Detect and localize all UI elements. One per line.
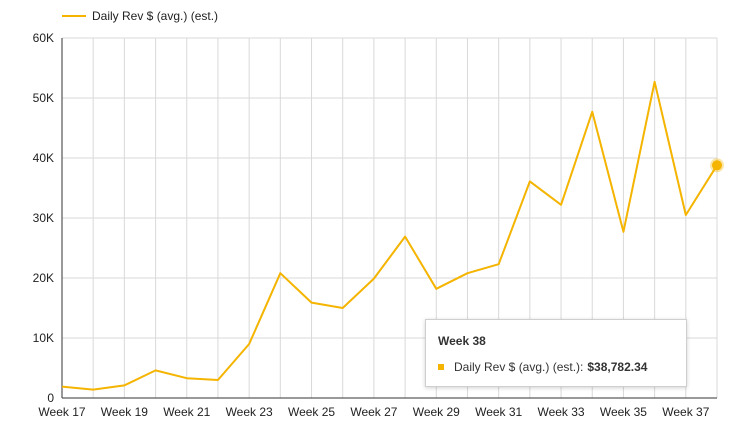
x-tick-label: Week 21 [163, 405, 210, 419]
y-tick-label: 40K [33, 151, 54, 165]
x-tick-label: Week 31 [475, 405, 522, 419]
x-tick-label: Week 33 [537, 405, 584, 419]
legend-label: Daily Rev $ (avg.) (est.) [92, 9, 218, 23]
x-tick-label: Week 27 [350, 405, 397, 419]
tooltip-series-name: Daily Rev $ (avg.) (est.): [454, 360, 584, 374]
x-tick-label: Week 19 [101, 405, 148, 419]
tooltip-series-swatch [438, 364, 444, 370]
y-tick-label: 20K [33, 271, 54, 285]
tooltip-title: Week 38 [438, 334, 486, 348]
y-tick-label: 60K [33, 31, 54, 45]
x-tick-label: Week 23 [226, 405, 273, 419]
x-tick-label: Week 37 [662, 405, 709, 419]
tooltip-value: $38,782.34 [587, 360, 648, 374]
x-tick-label: Week 17 [38, 405, 85, 419]
y-tick-label: 10K [33, 331, 54, 345]
series-line[interactable] [61, 80, 718, 391]
axes: 0 10K 20K 30K 40K 50K 60K Week 17 Week 19 Week 21… [33, 31, 717, 419]
tooltip-row: Daily Rev $ (avg.) (est.): $38,782.34 [438, 360, 647, 374]
legend[interactable]: Daily Rev $ (avg.) (est.) [62, 9, 218, 23]
y-tick-label: 50K [33, 91, 54, 105]
highlighted-data-point[interactable] [710, 158, 724, 173]
y-tick-label: 30K [33, 211, 54, 225]
x-tick-label: Week 35 [600, 405, 647, 419]
x-tick-label: Week 25 [288, 405, 335, 419]
series-layer [61, 80, 724, 391]
tooltip: Week 38 Daily Rev $ (avg.) (est.): $38,7… [425, 319, 687, 387]
y-tick-label: 0 [47, 391, 54, 405]
x-tick-label: Week 29 [413, 405, 460, 419]
